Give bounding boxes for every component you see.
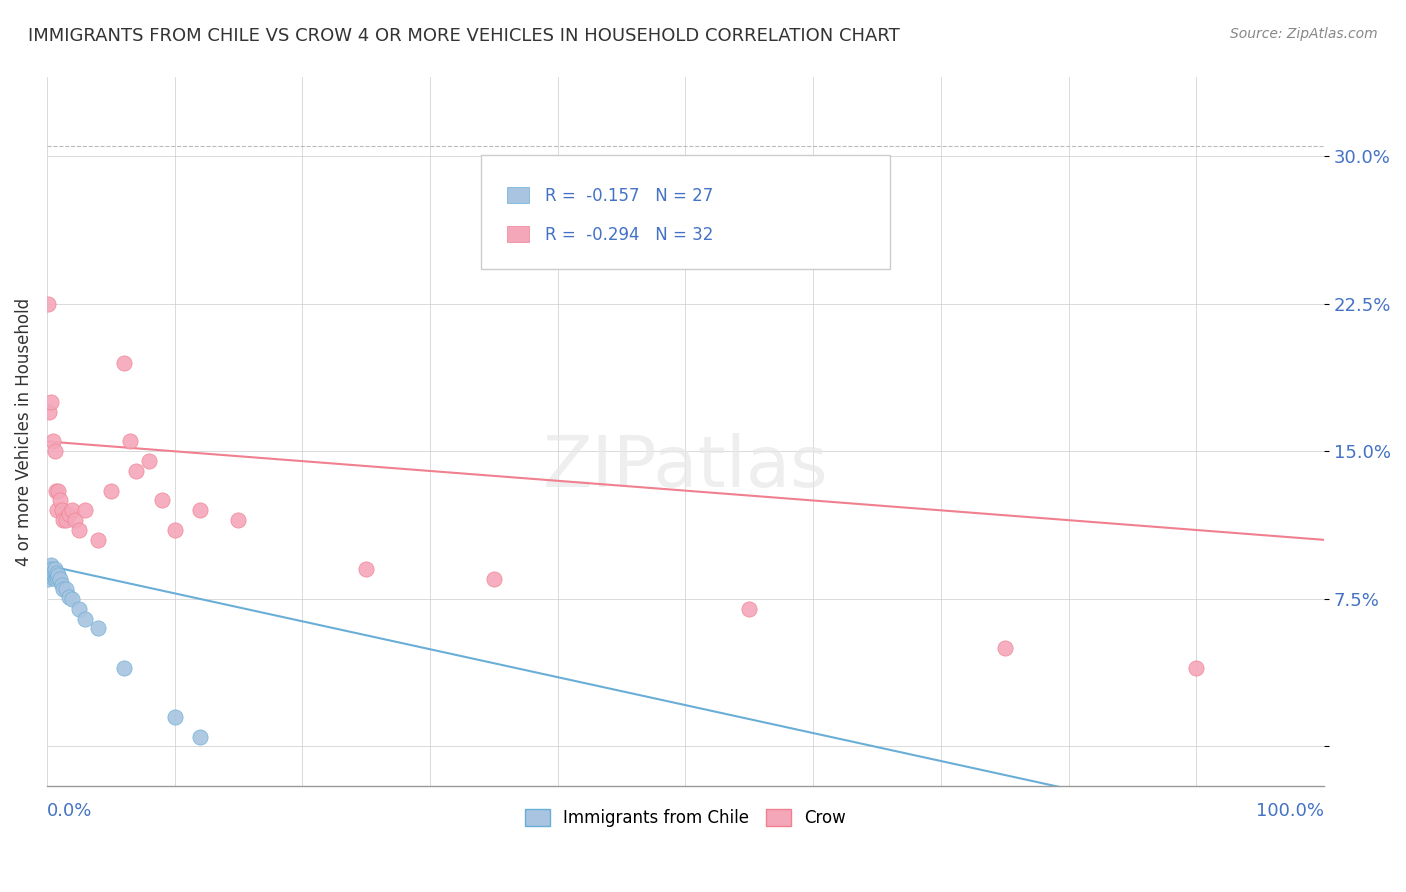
Point xyxy=(228,513,250,527)
Point xyxy=(1185,661,1208,675)
Point xyxy=(51,503,73,517)
Point xyxy=(42,566,65,581)
FancyBboxPatch shape xyxy=(481,155,890,268)
Point xyxy=(62,503,84,517)
Text: IMMIGRANTS FROM CHILE VS CROW 4 OR MORE VEHICLES IN HOUSEHOLD CORRELATION CHART: IMMIGRANTS FROM CHILE VS CROW 4 OR MORE … xyxy=(28,27,900,45)
Point xyxy=(48,568,70,582)
Point xyxy=(44,566,66,581)
Point xyxy=(63,513,86,527)
Legend: Immigrants from Chile, Crow: Immigrants from Chile, Crow xyxy=(519,803,852,834)
Point xyxy=(75,611,97,625)
Point xyxy=(45,572,67,586)
Point xyxy=(482,572,505,586)
Text: Source: ZipAtlas.com: Source: ZipAtlas.com xyxy=(1230,27,1378,41)
Point xyxy=(46,503,69,517)
Point xyxy=(51,578,73,592)
Point xyxy=(100,483,122,498)
Point xyxy=(994,641,1017,656)
FancyBboxPatch shape xyxy=(506,227,529,242)
Point xyxy=(37,572,59,586)
Point xyxy=(58,590,80,604)
Point xyxy=(112,661,135,675)
Point xyxy=(188,730,211,744)
Point xyxy=(48,483,70,498)
Point xyxy=(42,568,65,582)
Point xyxy=(125,464,148,478)
Point xyxy=(52,582,75,596)
Point xyxy=(118,434,141,449)
Point xyxy=(87,533,110,547)
Point xyxy=(45,483,67,498)
Point xyxy=(112,356,135,370)
Point xyxy=(163,523,186,537)
Point xyxy=(62,591,84,606)
Text: 100.0%: 100.0% xyxy=(1256,802,1324,820)
Y-axis label: 4 or more Vehicles in Household: 4 or more Vehicles in Household xyxy=(15,298,32,566)
Text: R =  -0.157   N = 27: R = -0.157 N = 27 xyxy=(546,187,713,205)
Point xyxy=(354,562,377,576)
Point xyxy=(48,572,70,586)
Point xyxy=(39,566,62,581)
Point xyxy=(38,562,60,576)
Point xyxy=(67,601,90,615)
Point xyxy=(37,296,59,310)
Point xyxy=(44,444,66,458)
Text: ZIPatlas: ZIPatlas xyxy=(543,433,828,501)
Point xyxy=(42,434,65,449)
Point xyxy=(39,395,62,409)
Text: 0.0%: 0.0% xyxy=(46,802,93,820)
Point xyxy=(46,566,69,581)
Point xyxy=(138,454,160,468)
Point xyxy=(41,562,63,576)
Point xyxy=(55,513,77,527)
Point xyxy=(75,503,97,517)
Point xyxy=(46,570,69,584)
Point xyxy=(58,508,80,522)
Point xyxy=(38,562,60,576)
Point xyxy=(87,621,110,635)
Point xyxy=(150,493,173,508)
Point xyxy=(188,503,211,517)
Point xyxy=(44,562,66,576)
FancyBboxPatch shape xyxy=(506,187,529,202)
Point xyxy=(55,582,77,596)
Point xyxy=(67,523,90,537)
Point xyxy=(163,710,186,724)
Point xyxy=(41,570,63,584)
Text: R =  -0.294   N = 32: R = -0.294 N = 32 xyxy=(546,227,713,244)
Point xyxy=(38,405,60,419)
Point xyxy=(738,601,761,615)
Point xyxy=(39,558,62,573)
Point xyxy=(52,513,75,527)
Point xyxy=(48,493,70,508)
